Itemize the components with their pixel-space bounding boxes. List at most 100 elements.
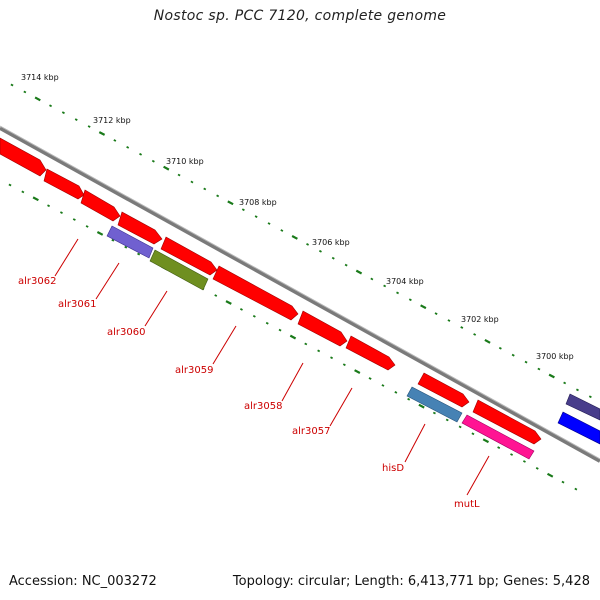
gene-arrow-alr3058[interactable] <box>297 310 348 347</box>
leader-alr3060 <box>144 290 168 327</box>
feature-bar-purple[interactable] <box>106 225 154 259</box>
scale-tick <box>227 200 234 206</box>
scale-tick <box>252 314 256 318</box>
scale-tick <box>354 369 361 374</box>
gene-labels: alr3062 alr3061 alr3060 alr3059 alr3058 … <box>18 276 480 510</box>
scale-tick <box>498 346 502 350</box>
scale-tick <box>482 438 490 444</box>
scale-tick <box>344 263 348 267</box>
scale-tick <box>497 446 501 450</box>
scale-tick <box>49 104 53 108</box>
gene-arrow[interactable] <box>0 137 47 177</box>
gene-arrow-hisD[interactable] <box>417 372 470 408</box>
gene-arrow-mutL[interactable] <box>472 399 542 445</box>
gene-label-alr3057[interactable]: alr3057 <box>292 426 330 437</box>
gene-label-leaders <box>54 238 490 496</box>
scale-tick <box>381 384 385 387</box>
scale-tick <box>471 432 475 436</box>
feature-bar-steelblue[interactable] <box>406 386 463 423</box>
scale-tick <box>304 342 308 346</box>
scale-tick <box>163 165 170 171</box>
scale-tick <box>124 245 128 249</box>
scale-tick <box>225 300 232 305</box>
leader-alr3062 <box>54 238 79 277</box>
scale-tick <box>546 472 554 478</box>
scale-tick <box>330 356 334 360</box>
gene-label-mutL[interactable]: mutL <box>454 499 480 510</box>
scale-tick <box>265 321 269 325</box>
gene-arrow-alr3061[interactable] <box>160 236 218 276</box>
scale-tick <box>177 173 181 177</box>
scale-tick <box>394 391 398 394</box>
gene-label-alr3058[interactable]: alr3058 <box>244 401 282 412</box>
scale-tick <box>280 229 284 232</box>
scale-tick <box>524 360 528 364</box>
gene-arrow-alr3062[interactable] <box>117 211 163 245</box>
scale-tick <box>434 312 438 316</box>
scale-tick <box>214 294 218 297</box>
scale-tick <box>8 183 12 187</box>
scale-tick <box>111 238 115 242</box>
gene-arrow[interactable] <box>43 168 85 200</box>
scale-tick <box>418 403 425 409</box>
feature-bar-olive[interactable] <box>149 249 209 291</box>
gene-arrow-alr3059[interactable] <box>212 265 299 321</box>
gene-arrows <box>0 137 542 445</box>
scale-tick <box>289 334 297 340</box>
scale-tick <box>445 418 449 422</box>
scale-label-3702: 3702 kbp <box>461 315 499 324</box>
scale-tick <box>548 373 555 379</box>
scale-tick <box>370 277 374 281</box>
scale-tick <box>239 308 243 311</box>
scale-tick <box>151 159 155 163</box>
scale-tick <box>420 304 427 310</box>
scale-tick <box>408 298 412 302</box>
feature-bar-blue[interactable] <box>557 411 600 445</box>
outer-scale-track <box>10 83 592 399</box>
genome-backbone <box>0 126 600 463</box>
scale-tick <box>473 333 477 336</box>
scale-tick <box>575 388 579 392</box>
leader-alr3058 <box>281 362 304 402</box>
scale-tick <box>23 90 27 94</box>
scale-tick <box>458 425 462 429</box>
gene-label-alr3061[interactable]: alr3061 <box>58 299 96 310</box>
scale-tick <box>331 256 335 260</box>
scale-tick <box>342 363 346 367</box>
scale-label-3712: 3712 kbp <box>93 116 131 125</box>
scale-tick <box>10 83 14 87</box>
scale-tick <box>460 326 464 329</box>
scale-tick <box>484 338 491 344</box>
gene-label-hisD[interactable]: hisD <box>382 463 404 474</box>
accession-text: Accession: NC_003272 <box>9 574 157 589</box>
scale-tick <box>72 218 76 221</box>
leader-alr3059 <box>212 325 237 365</box>
scale-tick <box>113 139 117 142</box>
inner-scale-track <box>8 183 578 491</box>
feature-bar-pink[interactable] <box>461 414 535 460</box>
scale-tick <box>306 243 310 246</box>
scale-tick <box>190 180 194 184</box>
scale-tick <box>383 284 387 288</box>
scale-tick <box>59 211 63 214</box>
scale-tick <box>563 381 567 385</box>
scale-tick <box>278 328 282 332</box>
scale-tick <box>432 411 436 415</box>
scale-label-3710: 3710 kbp <box>166 157 204 166</box>
gene-arrow-alr3057[interactable] <box>345 335 396 371</box>
scale-tick <box>87 125 91 128</box>
gene-label-alr3059[interactable]: alr3059 <box>175 365 213 376</box>
genome-summary-text: Topology: circular; Length: 6,413,771 bp… <box>232 574 590 589</box>
feature-bar-darkslate[interactable] <box>565 393 600 421</box>
scale-tick <box>216 194 220 198</box>
leader-mutL <box>466 455 490 496</box>
gene-label-alr3060[interactable]: alr3060 <box>107 327 145 338</box>
scale-tick <box>254 215 258 218</box>
scale-tick <box>522 460 526 463</box>
scale-tick <box>535 467 539 470</box>
scale-tick <box>61 111 65 115</box>
gene-label-alr3062[interactable]: alr3062 <box>18 276 56 287</box>
gene-arrow[interactable] <box>80 189 121 222</box>
